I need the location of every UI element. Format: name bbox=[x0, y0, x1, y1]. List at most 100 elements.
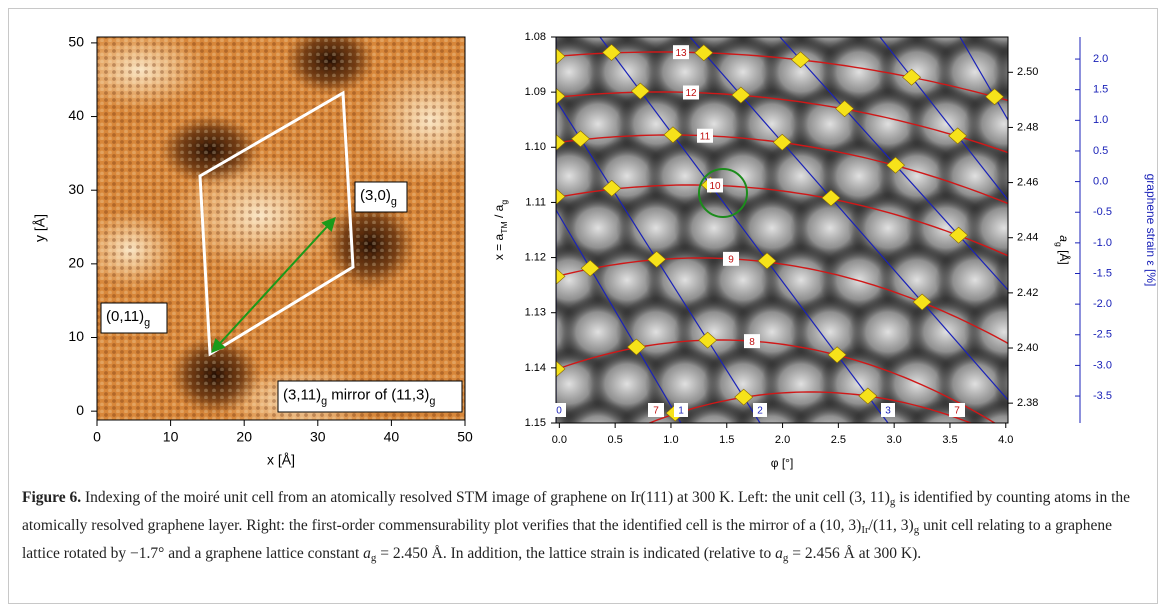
arc-label-box bbox=[949, 403, 965, 417]
red-arc bbox=[647, 391, 973, 423]
y2-tick-label: 2.48 bbox=[1017, 121, 1038, 133]
line-label: 0 bbox=[556, 406, 562, 417]
intersection-marker bbox=[556, 267, 566, 285]
x-axis-label: x [Å] bbox=[267, 452, 295, 468]
intersection-marker bbox=[647, 250, 667, 268]
intersection-marker bbox=[630, 82, 650, 100]
map-blob bbox=[792, 400, 868, 423]
intersection-marker bbox=[602, 44, 621, 61]
intersection-marker bbox=[948, 127, 968, 145]
y3-tick-label: -1.5 bbox=[1093, 267, 1112, 279]
intersection-marker bbox=[698, 331, 718, 349]
line-label: 3 bbox=[885, 406, 891, 417]
map-blob bbox=[993, 43, 1008, 101]
label-part: a bbox=[1057, 235, 1071, 242]
caption-text: g bbox=[889, 496, 896, 508]
y2-tick-label: 2.50 bbox=[1017, 66, 1038, 78]
y3-tick-label: -0.5 bbox=[1093, 206, 1112, 218]
intersection-marker bbox=[827, 346, 847, 364]
y2-tick-label: 2.38 bbox=[1017, 397, 1038, 409]
intersection-marker bbox=[663, 126, 683, 144]
map-blob bbox=[676, 400, 752, 423]
map-blob bbox=[560, 400, 636, 423]
intersection-marker bbox=[731, 86, 751, 104]
arc-label: 7 bbox=[954, 406, 960, 417]
y-axis-label: x = aTM / ag bbox=[492, 200, 509, 261]
label-part: g bbox=[429, 395, 435, 407]
label-part: (0,11) bbox=[106, 308, 144, 325]
arc-label: 9 bbox=[728, 255, 734, 266]
arc-label: 13 bbox=[675, 48, 687, 59]
annotation: (3,0)g bbox=[360, 187, 397, 208]
y3-tick-label: 1.5 bbox=[1093, 84, 1108, 96]
arc-label: 7 bbox=[653, 406, 659, 417]
map-blob bbox=[993, 355, 1008, 413]
line-label-box bbox=[881, 403, 895, 417]
intersection-marker bbox=[985, 88, 1005, 106]
map-blob bbox=[1022, 296, 1102, 368]
x-tick-label: 1.0 bbox=[663, 434, 678, 446]
x-tick-label: 0.0 bbox=[552, 434, 567, 446]
map-blob bbox=[1022, 400, 1102, 472]
x-tick-label: 1.5 bbox=[719, 434, 734, 446]
intersection-marker bbox=[556, 360, 566, 378]
x-tick-label: 2.5 bbox=[831, 434, 846, 446]
y-tick-label: 1.08 bbox=[525, 31, 546, 43]
figure-frame bbox=[8, 8, 1158, 604]
commensurability-map bbox=[556, 0, 1131, 472]
caption-text: g bbox=[370, 552, 377, 564]
caption-text: is identified by counting atoms in the a… bbox=[22, 489, 1131, 534]
x-tick-label: 50 bbox=[457, 429, 473, 445]
label-part: TM bbox=[499, 221, 509, 233]
red-arc bbox=[556, 51, 1008, 102]
y3-axis-label: graphene strain ε [%] bbox=[1144, 174, 1158, 287]
caption-text: = 2.456 Å at 300 K). bbox=[788, 545, 922, 562]
y-tick-label: 30 bbox=[68, 181, 84, 197]
arc-label-box bbox=[697, 128, 713, 143]
caption-text: g bbox=[782, 552, 789, 564]
intersection-marker bbox=[902, 68, 922, 86]
label-part: x = a bbox=[492, 233, 506, 260]
x-tick-label: 0 bbox=[93, 429, 101, 445]
y3-tick-label: -1.0 bbox=[1093, 237, 1112, 249]
y-tick-label: 20 bbox=[68, 255, 84, 271]
unit-cell bbox=[198, 90, 355, 357]
y-tick-label: 40 bbox=[68, 107, 84, 123]
x-tick-label: 40 bbox=[384, 429, 400, 445]
x-tick-label: 0.5 bbox=[608, 434, 623, 446]
map-blob bbox=[1051, 140, 1131, 212]
caption-text: Ir bbox=[861, 524, 869, 536]
intersection-marker bbox=[556, 47, 566, 65]
intersection-marker bbox=[626, 338, 646, 356]
annotation-box bbox=[277, 380, 463, 413]
blue-line bbox=[556, 209, 682, 423]
intersection-marker bbox=[556, 87, 566, 105]
stm-image bbox=[97, 37, 465, 420]
x-axis-label: φ [°] bbox=[771, 456, 794, 470]
x-tick-label: 3.0 bbox=[887, 434, 902, 446]
intersection-marker bbox=[835, 100, 855, 118]
blue-line bbox=[879, 37, 1008, 201]
y-tick-label: 1.13 bbox=[525, 307, 546, 319]
label-part: g bbox=[499, 200, 509, 205]
map-blob bbox=[1022, 0, 1102, 56]
intersection-marker bbox=[734, 388, 754, 406]
line-label-box bbox=[753, 403, 767, 417]
y3-tick-label: -2.5 bbox=[1093, 329, 1112, 341]
label-part: g bbox=[321, 395, 327, 407]
y3-tick-label: 1.0 bbox=[1093, 114, 1108, 126]
y3-tick-label: -3.0 bbox=[1093, 359, 1112, 371]
intersection-marker bbox=[556, 188, 566, 205]
x-tick-label: 30 bbox=[310, 429, 326, 445]
line-label: 1 bbox=[678, 406, 684, 417]
map-blob bbox=[1051, 36, 1131, 108]
intersection-marker bbox=[791, 51, 810, 69]
x-tick-label: 10 bbox=[163, 429, 179, 445]
y2-tick-label: 2.42 bbox=[1017, 287, 1038, 299]
arc-label: 8 bbox=[749, 337, 755, 348]
label-part: / a bbox=[492, 204, 506, 221]
map-blob bbox=[1051, 348, 1131, 420]
y-tick-label: 1.09 bbox=[525, 86, 546, 98]
arc-label: 12 bbox=[685, 88, 697, 99]
intersection-marker bbox=[886, 156, 905, 174]
